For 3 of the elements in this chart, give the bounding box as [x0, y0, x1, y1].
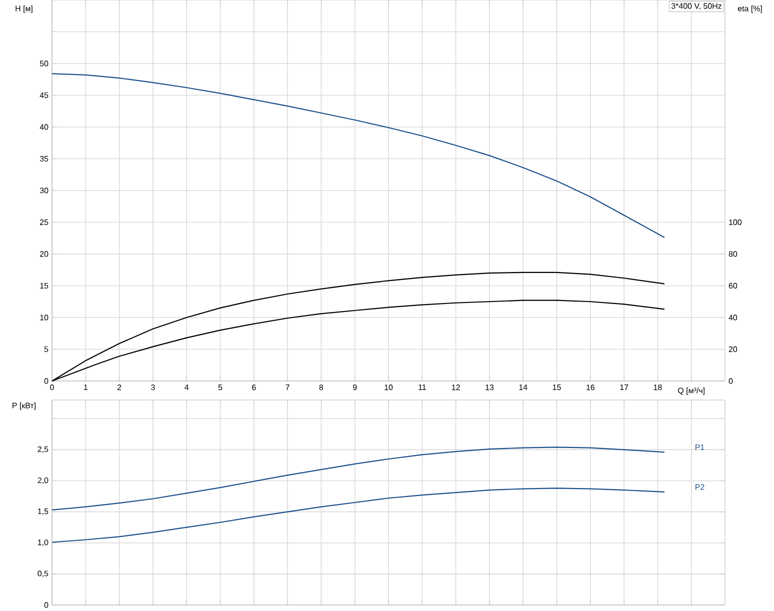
- line-series: [51, 73, 665, 238]
- line-series: [51, 446, 665, 510]
- line-series: [51, 488, 665, 543]
